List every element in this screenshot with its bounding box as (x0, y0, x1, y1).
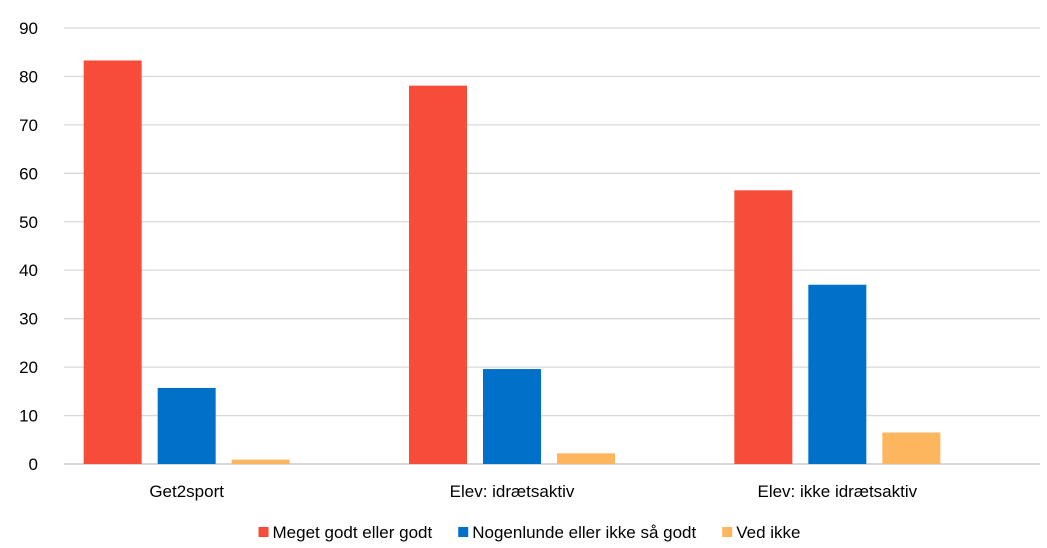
y-tick-label: 80 (19, 67, 38, 86)
y-tick-label: 60 (19, 164, 38, 183)
y-tick-label: 70 (19, 116, 38, 135)
y-axis-ticks: 0 10 20 30 40 50 60 70 80 90 (19, 19, 38, 474)
bar-ved-ikke (882, 432, 941, 464)
x-tick-label: Elev: idrætsaktiv (450, 482, 575, 501)
bar-meget-godt (83, 60, 142, 465)
y-tick-label: 90 (19, 19, 38, 38)
y-tick-label: 30 (19, 310, 38, 329)
legend-swatch (458, 527, 469, 537)
bar-nogenlunde (808, 284, 867, 464)
legend: Meget godt eller godt Nogenlunde eller ik… (258, 523, 800, 542)
legend-label: Ved ikke (736, 523, 800, 542)
x-tick-label: Get2sport (149, 482, 224, 501)
bars (83, 60, 941, 465)
x-tick-label: Elev: ikke idrætsaktiv (757, 482, 917, 501)
x-axis-ticks: Get2sport Elev: idrætsaktiv Elev: ikke idr… (149, 482, 917, 501)
legend-label: Meget godt eller godt (273, 523, 433, 542)
gridlines (64, 27, 1040, 465)
bar-meget-godt (409, 85, 467, 464)
y-tick-label: 40 (19, 261, 38, 280)
y-tick-label: 50 (19, 213, 38, 232)
y-tick-label: 0 (29, 455, 38, 474)
bar-meget-godt (734, 190, 793, 465)
legend-swatch (258, 527, 269, 537)
bar-nogenlunde (483, 369, 541, 464)
legend-swatch (722, 527, 733, 537)
bar-ved-ikke (231, 459, 290, 464)
bar-nogenlunde (157, 387, 216, 464)
bar-ved-ikke (557, 453, 615, 464)
legend-label: Nogenlunde eller ikke så godt (472, 523, 696, 542)
y-tick-label: 20 (19, 358, 38, 377)
y-tick-label: 10 (19, 407, 38, 426)
